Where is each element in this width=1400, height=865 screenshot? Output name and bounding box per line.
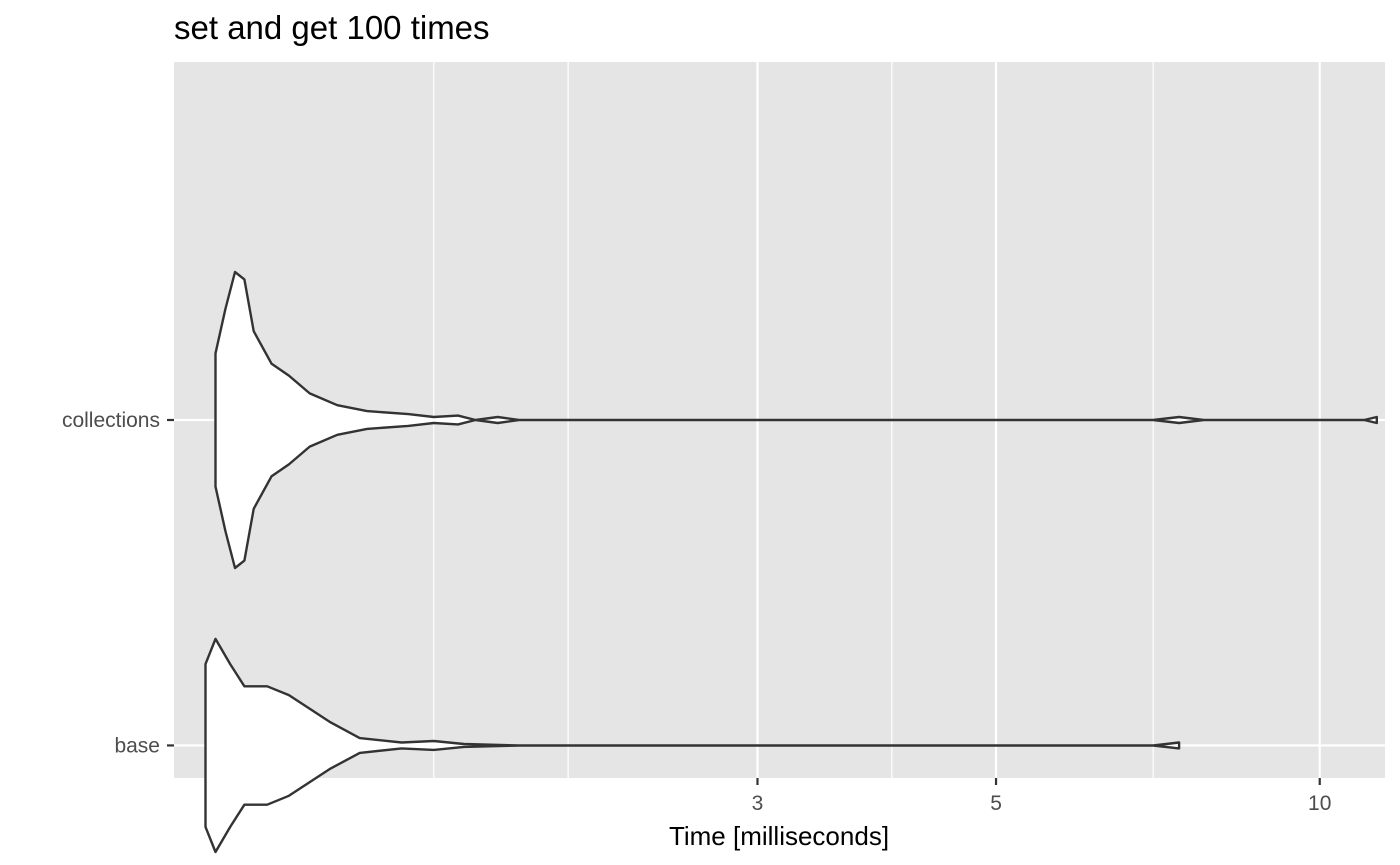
x-axis: 3 5 10 [752,778,1331,815]
violins [204,270,1378,854]
y-tick-label: collections [62,409,160,432]
x-axis-title: Time [milliseconds] [669,821,889,851]
violin-base [204,637,1181,854]
y-tick-label: base [114,734,160,757]
y-axis: collections base [62,409,174,757]
x-tick-label: 5 [990,792,1002,815]
chart-title: set and get 100 times [174,9,490,46]
x-tick-label: 10 [1308,792,1331,815]
violin-collections [214,270,1378,570]
x-tick-label: 3 [752,792,764,815]
